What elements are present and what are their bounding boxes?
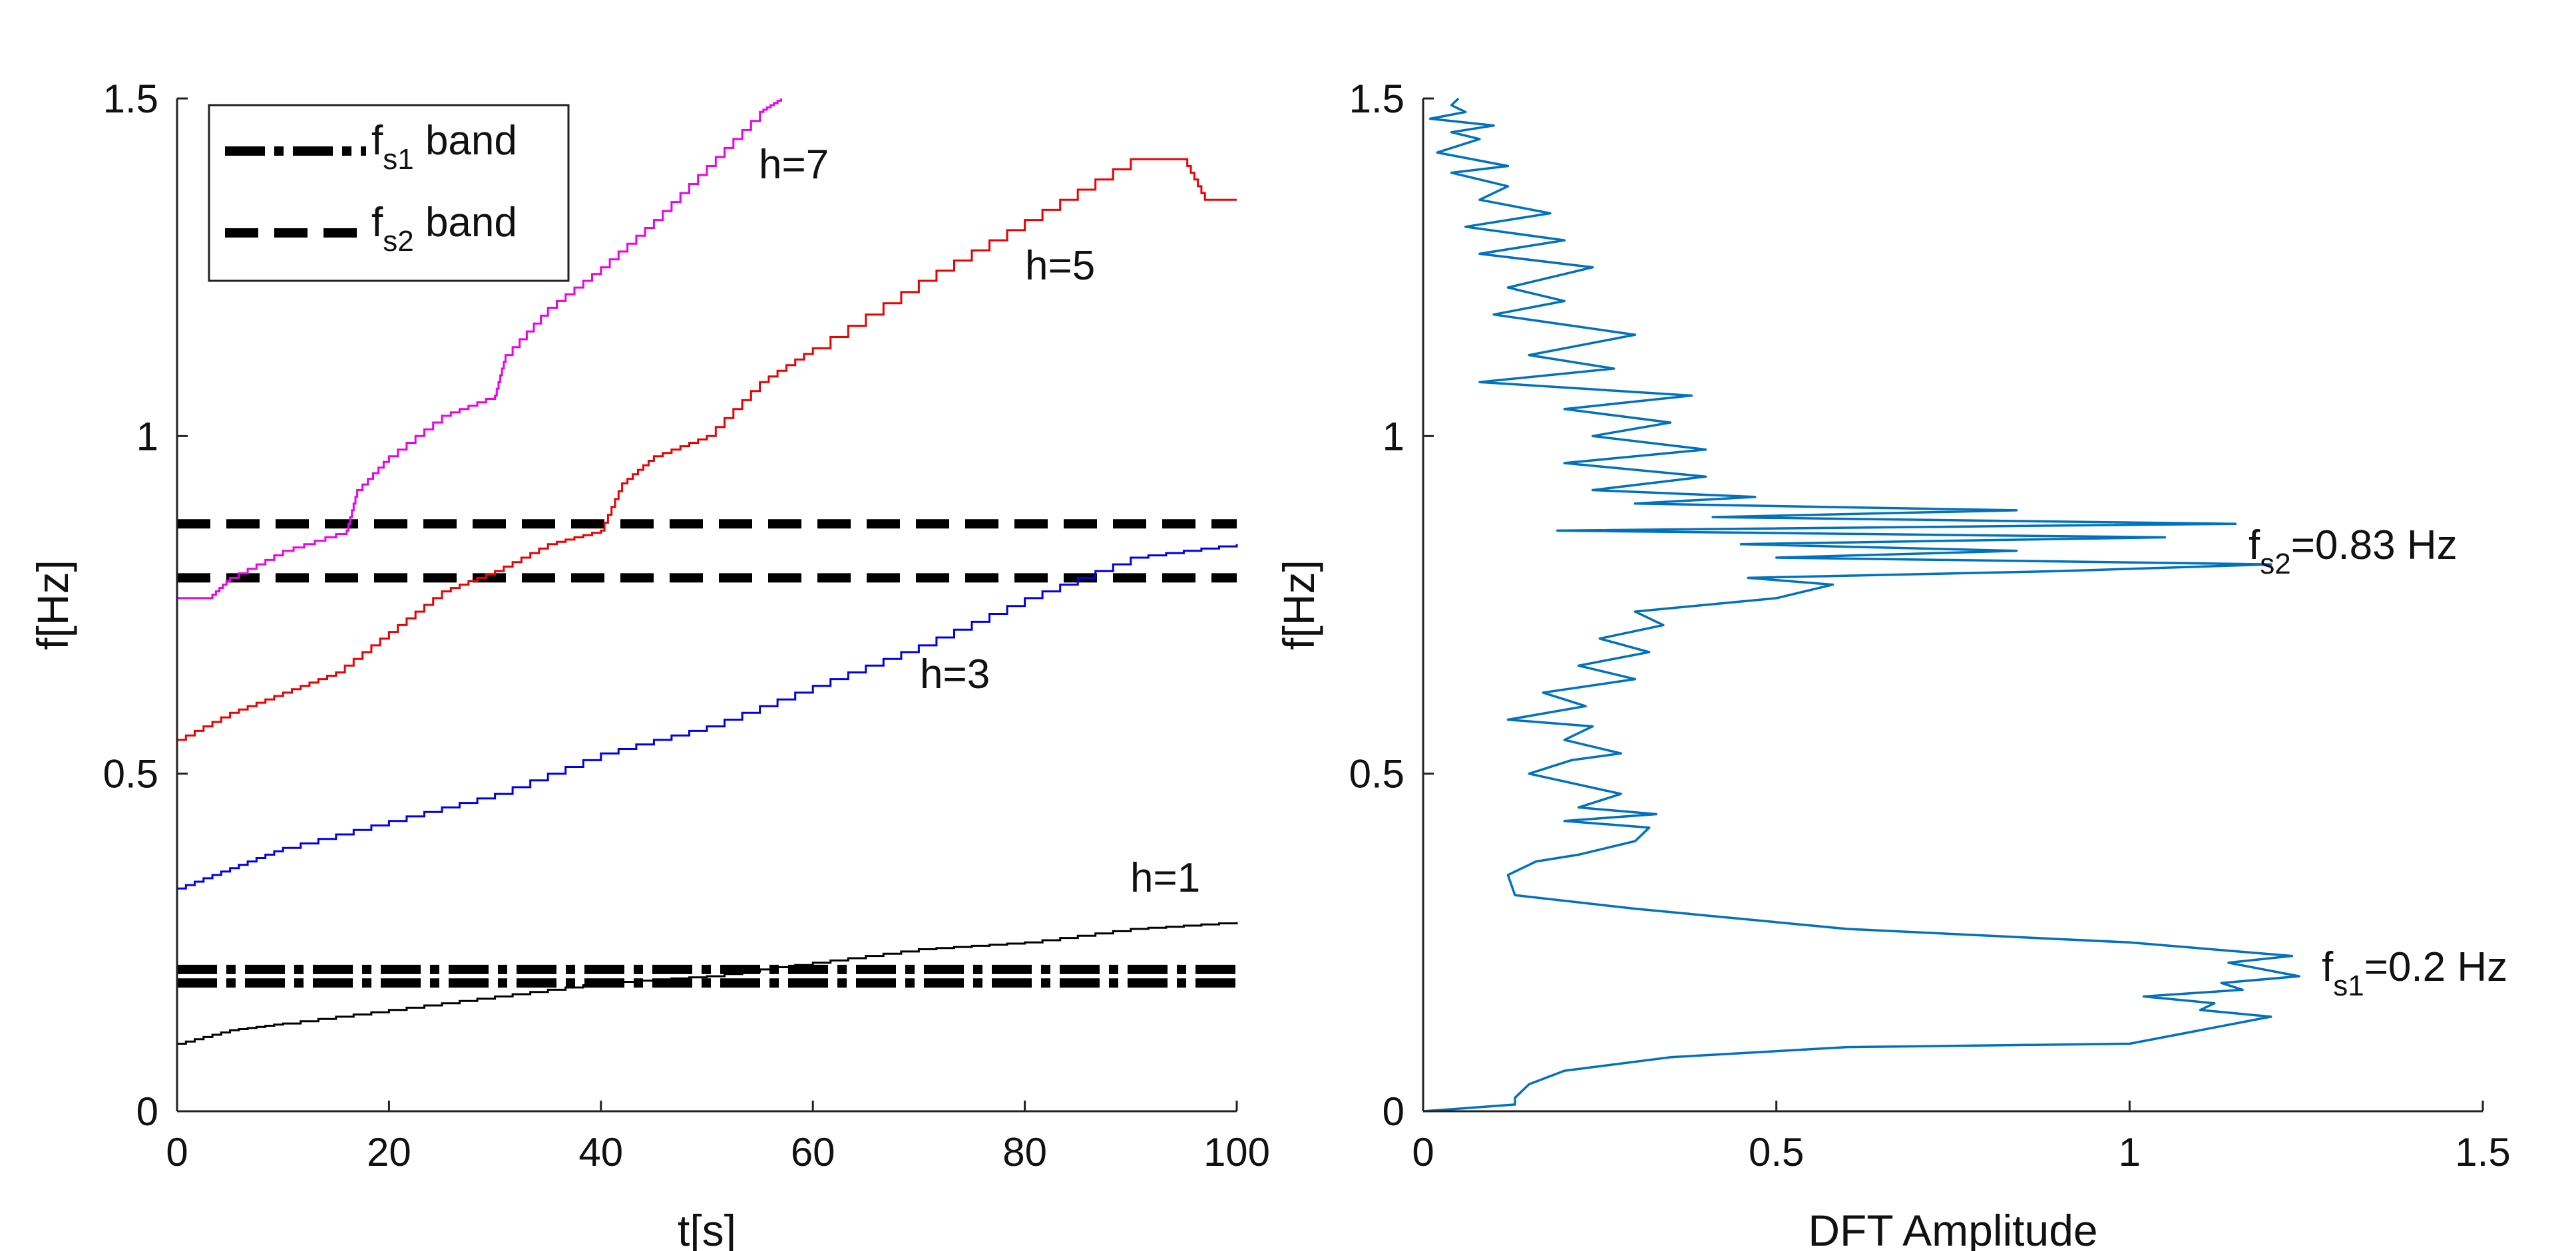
right-x-ticks: 0 0.5 1 1.5 bbox=[1412, 1101, 2511, 1174]
left-series-layer bbox=[177, 98, 1238, 1045]
annotation-fs1-sub: s1 bbox=[2333, 970, 2364, 1002]
legend-entry-fs1: fs1 band bbox=[225, 118, 517, 176]
left-xtick-label: 80 bbox=[1002, 1130, 1047, 1174]
right-xtick-label: 1 bbox=[2119, 1130, 2141, 1174]
left-xtick-label: 40 bbox=[578, 1130, 623, 1174]
annotation-fs2-main: f bbox=[2249, 522, 2260, 568]
left-y-axis-label: f[Hz] bbox=[28, 560, 77, 650]
right-chart-panel: 0 0.5 1 1.5 00.511.5 DFT Amplitude f[Hz] fs… bbox=[1274, 77, 2511, 1251]
right-axes bbox=[1422, 98, 2483, 1113]
right-ytick-label: 1 bbox=[1383, 414, 1404, 458]
legend-box bbox=[208, 104, 570, 282]
legend: fs1 band fs2 band bbox=[208, 104, 570, 282]
legend-fs2-main: f bbox=[371, 200, 383, 246]
legend-fs1-tail: band bbox=[414, 118, 517, 164]
right-xtick-label: 0 bbox=[1412, 1130, 1434, 1174]
legend-fs1-main: f bbox=[371, 118, 383, 164]
annotation-fs1: fs1=0.2 Hz bbox=[2322, 944, 2507, 1002]
right-series-layer bbox=[1422, 97, 2300, 1113]
legend-label-fs2: fs2 band bbox=[371, 200, 517, 258]
right-y-axis-label: f[Hz] bbox=[1274, 560, 1323, 650]
series-h1 bbox=[177, 922, 1238, 1045]
left-x-axis-label: t[s] bbox=[678, 1206, 736, 1251]
legend-fs2-tail: band bbox=[414, 200, 517, 246]
legend-fs1-sub: s1 bbox=[383, 143, 413, 176]
left-ytick-label: 1 bbox=[136, 414, 158, 458]
left-xtick-label: 100 bbox=[1203, 1130, 1270, 1174]
dft-amplitude-line bbox=[1422, 97, 2300, 1113]
annotation-fs2-sub: s2 bbox=[2260, 548, 2290, 580]
left-xtick-label: 20 bbox=[367, 1130, 411, 1174]
h1-label: h=1 bbox=[1130, 855, 1200, 901]
right-xtick-label: 1.5 bbox=[2455, 1130, 2510, 1174]
annotation-fs2-tail: =0.83 Hz bbox=[2291, 522, 2458, 568]
left-ytick-label: 1.5 bbox=[103, 77, 158, 121]
legend-fs2-sub: s2 bbox=[383, 225, 413, 258]
right-xtick-label: 0.5 bbox=[1749, 1130, 1804, 1174]
right-y-ticks: 0 0.5 1 1.5 bbox=[1349, 77, 1434, 1134]
right-ytick-label: 1.5 bbox=[1349, 77, 1404, 121]
annotation-fs1-main: f bbox=[2322, 944, 2334, 990]
left-axes bbox=[176, 98, 1237, 1113]
series-h5 bbox=[177, 158, 1237, 741]
left-xtick-label: 60 bbox=[791, 1130, 835, 1174]
h7-label: h=7 bbox=[759, 142, 829, 188]
h3-label: h=3 bbox=[920, 651, 990, 697]
left-xtick-label: 0 bbox=[166, 1130, 188, 1174]
left-y-ticks: 0 0.5 1 1.5 bbox=[103, 77, 188, 1134]
right-x-axis-label: DFT Amplitude bbox=[1808, 1206, 2097, 1251]
series-h7 bbox=[177, 98, 782, 600]
left-ytick-label: 0 bbox=[136, 1089, 158, 1134]
annotation-fs1-tail: =0.2 Hz bbox=[2364, 944, 2507, 990]
left-bands-layer bbox=[177, 519, 1237, 988]
legend-entry-fs2: fs2 band bbox=[225, 200, 517, 258]
left-ytick-label: 0.5 bbox=[103, 752, 158, 797]
h5-label: h=5 bbox=[1025, 243, 1095, 289]
series-h3 bbox=[177, 544, 1238, 890]
right-plot-area bbox=[1423, 98, 2483, 1111]
annotation-fs2: fs2=0.83 Hz bbox=[2249, 522, 2458, 580]
right-ytick-label: 0 bbox=[1383, 1089, 1404, 1134]
left-chart-panel: 0 20 40 60 80 100 0 0.5 1 1.5 t[s] f[Hz] h=1 h=3… bbox=[28, 77, 1270, 1251]
left-x-ticks: 0 20 40 60 80 100 bbox=[166, 1101, 1270, 1174]
legend-label-fs1: fs1 band bbox=[371, 118, 517, 176]
right-ytick-label: 0.5 bbox=[1349, 752, 1404, 797]
